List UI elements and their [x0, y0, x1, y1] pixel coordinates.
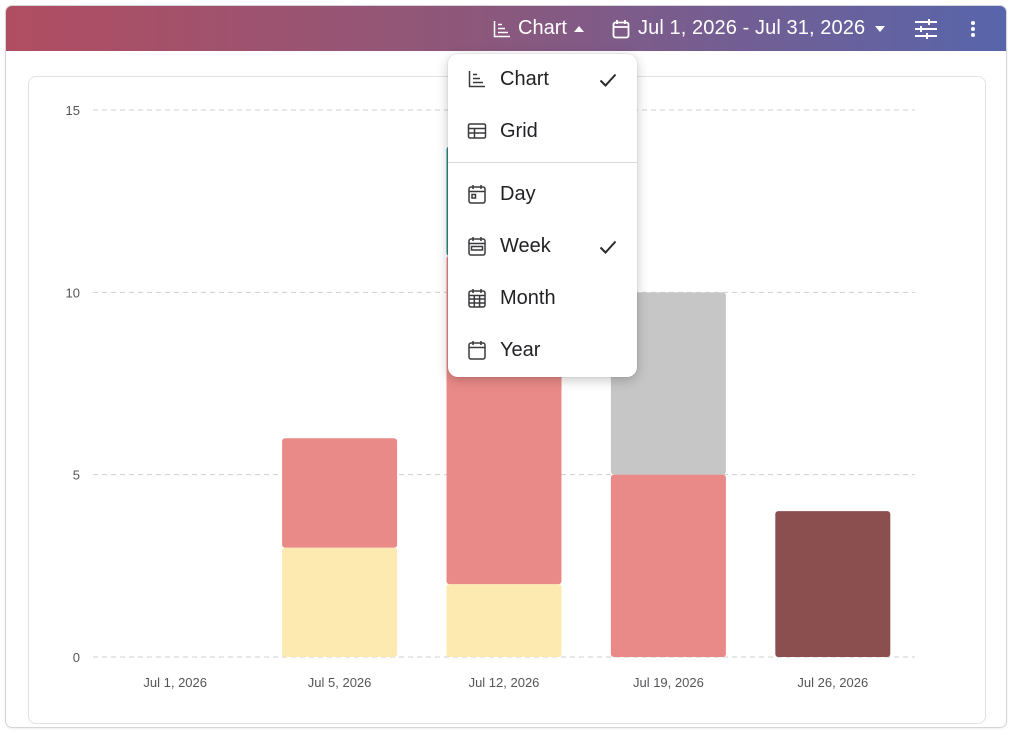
- menu-divider: [448, 162, 637, 163]
- view-mode-label: Chart: [518, 17, 567, 39]
- menu-item-week[interactable]: Week: [448, 223, 637, 269]
- x-tick-label: Jul 1, 2026: [143, 675, 207, 690]
- menu-item-year[interactable]: Year: [448, 327, 637, 373]
- menu-item-label: Day: [500, 182, 536, 205]
- bar-segment: [610, 292, 726, 475]
- calendar-week-icon: [467, 236, 487, 256]
- checkmark-icon: [599, 238, 617, 254]
- caret-up-icon: [573, 25, 584, 32]
- sliders-icon: [914, 18, 938, 40]
- bar-segment: [282, 547, 398, 657]
- menu-item-month[interactable]: Month: [448, 275, 637, 321]
- x-tick-label: Jul 12, 2026: [469, 675, 540, 690]
- bar-segment: [775, 511, 891, 657]
- date-range-label: Jul 1, 2026 - Jul 31, 2026: [638, 17, 866, 39]
- menu-item-label: Year: [500, 338, 541, 361]
- x-tick-label: Jul 26, 2026: [797, 675, 868, 690]
- x-tick-label: Jul 5, 2026: [308, 675, 372, 690]
- y-tick-label: 0: [73, 650, 80, 665]
- top-toolbar: Chart Jul 1, 2026 - Jul 31, 2026: [6, 6, 1006, 51]
- menu-item-label: Chart: [500, 67, 549, 90]
- menu-item-label: Month: [500, 286, 556, 309]
- menu-item-label: Week: [500, 234, 551, 257]
- y-tick-label: 10: [66, 285, 80, 300]
- calendar-year-icon: [467, 340, 487, 360]
- filter-settings-button[interactable]: [914, 6, 938, 51]
- calendar-icon: [612, 19, 630, 39]
- menu-item-chart[interactable]: Chart: [448, 56, 637, 102]
- more-options-button[interactable]: [970, 6, 976, 51]
- calendar-day-icon: [467, 184, 487, 204]
- menu-item-grid[interactable]: Grid: [448, 108, 637, 154]
- bar-segment: [282, 438, 398, 548]
- menu-item-day[interactable]: Day: [448, 171, 637, 217]
- x-tick-label: Jul 19, 2026: [633, 675, 704, 690]
- date-range-button[interactable]: Jul 1, 2026 - Jul 31, 2026: [612, 6, 886, 51]
- caret-down-icon: [875, 25, 886, 32]
- grid-icon: [467, 121, 487, 141]
- view-mode-button[interactable]: Chart: [492, 6, 584, 51]
- chart-icon: [467, 69, 487, 89]
- calendar-month-icon: [467, 288, 487, 308]
- bar-segment: [610, 474, 726, 657]
- menu-item-label: Grid: [500, 119, 538, 142]
- more-vertical-icon: [970, 20, 976, 38]
- y-tick-label: 5: [73, 468, 80, 483]
- bar-segment: [446, 584, 562, 657]
- chart-icon: [492, 19, 512, 39]
- checkmark-icon: [599, 71, 617, 87]
- y-tick-label: 15: [66, 103, 80, 118]
- view-options-dropdown: Chart Grid Day: [448, 54, 637, 377]
